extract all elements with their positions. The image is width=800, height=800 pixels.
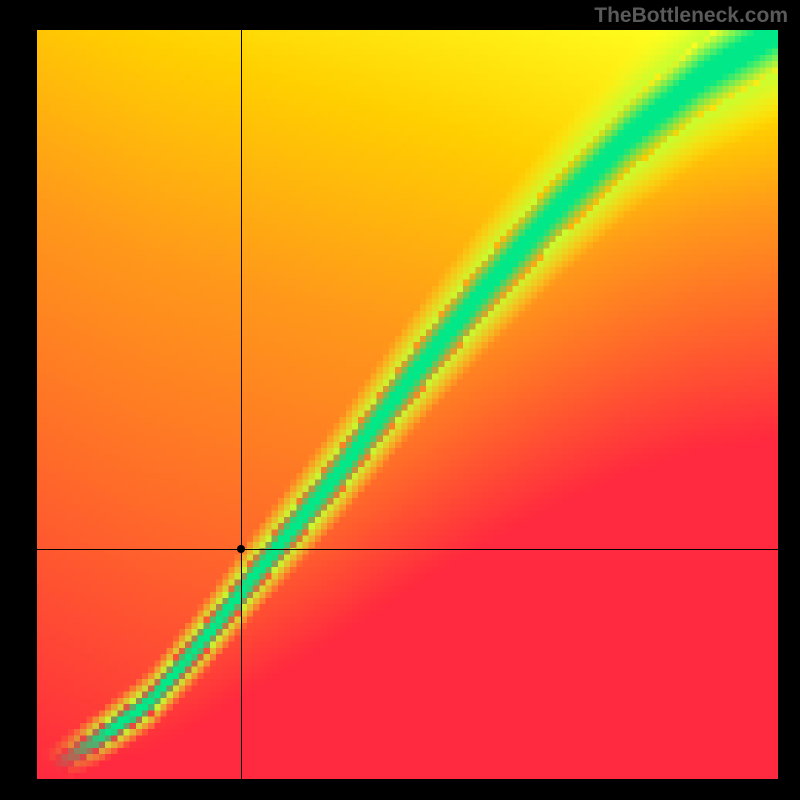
crosshair-vertical [241, 30, 242, 779]
heatmap-plot [37, 30, 778, 779]
heatmap-canvas [37, 30, 778, 779]
crosshair-horizontal [37, 549, 778, 550]
crosshair-marker [237, 545, 245, 553]
watermark-text: TheBottleneck.com [594, 4, 788, 28]
